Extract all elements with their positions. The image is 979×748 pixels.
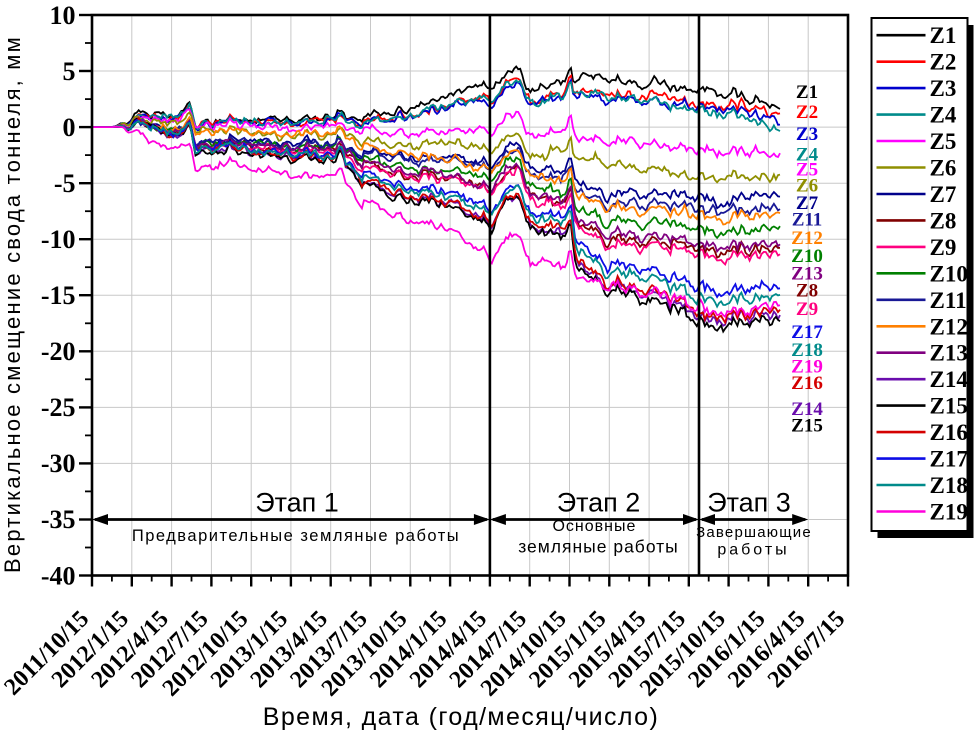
svg-text:Основные: Основные [552,518,636,535]
svg-text:Z13: Z13 [791,264,823,285]
svg-text:-25: -25 [41,393,76,422]
svg-text:-10: -10 [41,225,76,254]
svg-text:Этап 2: Этап 2 [557,488,641,518]
svg-text:-35: -35 [41,505,76,534]
svg-text:-20: -20 [41,337,76,366]
svg-text:Z15: Z15 [791,415,823,436]
svg-text:Z14: Z14 [791,399,823,420]
svg-text:Z14: Z14 [930,367,969,392]
svg-text:Z17: Z17 [791,322,823,343]
svg-text:Z12: Z12 [791,228,823,249]
svg-text:Время, дата (год/месяц/число): Время, дата (год/месяц/число) [263,703,659,731]
svg-text:Z5: Z5 [796,159,818,180]
svg-text:Z9: Z9 [796,299,818,320]
svg-text:Z17: Z17 [930,447,968,472]
svg-text:Z8: Z8 [796,280,818,301]
svg-text:Z16: Z16 [930,420,968,445]
svg-text:-15: -15 [41,281,76,310]
svg-text:5: 5 [63,57,76,86]
svg-text:Z3: Z3 [930,76,957,101]
svg-text:Z10: Z10 [930,261,968,286]
svg-text:10: 10 [50,1,76,30]
svg-text:Z12: Z12 [930,314,968,339]
svg-text:Z3: Z3 [796,124,818,145]
svg-text:Z15: Z15 [930,394,968,419]
svg-text:Z18: Z18 [930,473,968,498]
svg-text:Z4: Z4 [796,144,819,165]
svg-text:работы: работы [717,542,789,559]
svg-text:Z9: Z9 [930,235,957,260]
svg-text:Z6: Z6 [796,176,818,197]
svg-text:Предварительные земляные работ: Предварительные земляные работы [132,527,460,545]
svg-text:Z10: Z10 [791,246,823,267]
svg-text:Завершающие: Завершающие [696,524,812,541]
svg-text:Z16: Z16 [791,373,823,394]
svg-text:Z11: Z11 [930,288,967,313]
svg-text:-40: -40 [41,561,76,590]
svg-text:земляные работы: земляные работы [518,537,679,557]
svg-text:Z19: Z19 [930,500,968,525]
svg-text:Z2: Z2 [796,102,818,123]
svg-text:Z18: Z18 [791,340,823,361]
svg-text:Z1: Z1 [796,82,818,103]
svg-text:Z8: Z8 [930,208,957,233]
svg-text:Этап 3: Этап 3 [707,488,791,518]
svg-text:Z5: Z5 [930,129,957,154]
svg-text:Этап 1: Этап 1 [255,488,339,518]
svg-text:Z4: Z4 [930,103,957,128]
svg-text:Z2: Z2 [930,50,957,75]
svg-text:Z19: Z19 [791,357,823,378]
svg-text:Z1: Z1 [930,23,957,48]
svg-text:Z6: Z6 [930,156,957,181]
svg-text:Z11: Z11 [792,209,823,230]
svg-text:Z7: Z7 [796,193,819,214]
svg-text:0: 0 [63,113,76,142]
svg-text:Вертикальное смещение свода то: Вертикальное смещение свода тоннеля, мм [0,35,25,573]
svg-text:Z7: Z7 [930,182,957,207]
svg-text:-30: -30 [41,449,76,478]
svg-text:-5: -5 [54,169,76,198]
svg-text:Z13: Z13 [930,341,968,366]
